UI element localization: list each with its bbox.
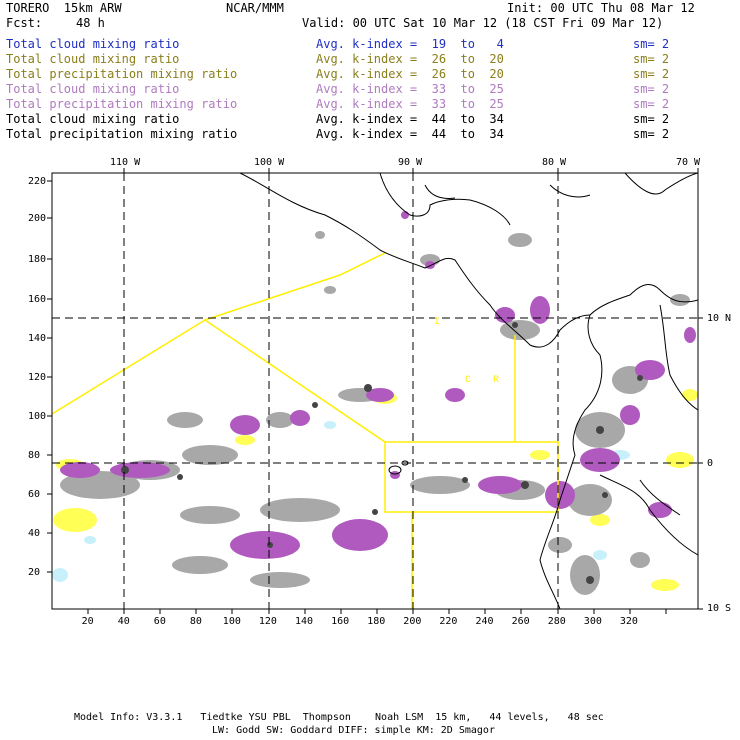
bottom-grid-label: 300	[583, 616, 602, 627]
legend-row: Total cloud mixing ratio Avg. k-index = 1…	[6, 37, 706, 52]
legend-smoothing: sm= 2	[633, 67, 670, 81]
legend-field: Total cloud mixing ratio	[6, 112, 180, 126]
legend-k-index: Avg. k-index = 33 to 25	[316, 82, 504, 96]
map-label-c: C	[465, 375, 471, 386]
grid-lines	[52, 173, 698, 609]
left-grid-label: 100	[28, 411, 47, 422]
top-lon-label: 70 W	[676, 157, 701, 168]
right-lat-label: 0	[707, 458, 714, 469]
legend-row: Total cloud mixing ratio Avg. k-index = 3…	[6, 82, 706, 97]
right-lat-label: 10 S	[707, 603, 732, 614]
legend-smoothing: sm= 2	[633, 127, 670, 141]
init-time: Init: 00 UTC Thu 08 Mar 12	[507, 1, 695, 15]
light-blue-patches	[52, 421, 630, 582]
bottom-grid-label: 260	[511, 616, 530, 627]
footer-line-1: Model Info: V3.3.1 Tiedtke YSU PBL Thomp…	[74, 712, 604, 723]
legend-row: Total precipitation mixing ratio Avg. k-i…	[6, 97, 706, 112]
model-name: TORERO 15km ARW	[6, 1, 122, 15]
left-grid-label: 200	[28, 213, 47, 224]
left-grid-label: 140	[28, 333, 47, 344]
legend-k-index: Avg. k-index = 44 to 34	[316, 112, 504, 126]
top-lon-label: 90 W	[398, 157, 423, 168]
bottom-grid-label: 320	[619, 616, 638, 627]
bottom-grid-label: 200	[403, 616, 422, 627]
left-grid-label: 160	[28, 294, 47, 305]
dark-cores	[121, 322, 643, 584]
legend-smoothing: sm= 2	[633, 97, 670, 111]
fcst-label: Fcst:	[6, 16, 43, 30]
map-frame	[51, 172, 699, 610]
left-grid-label: 40	[28, 528, 41, 539]
fcst-value: 48 h	[76, 16, 105, 30]
domain-boundaries	[52, 252, 559, 609]
legend-row: Total cloud mixing ratio Avg. k-index = 4…	[6, 112, 706, 127]
tick-marks	[47, 168, 703, 614]
legend-field: Total precipitation mixing ratio	[6, 127, 238, 141]
legend-row: Total cloud mixing ratio Avg. k-index = 2…	[6, 52, 706, 67]
legend-k-index: Avg. k-index = 26 to 20	[316, 52, 504, 66]
top-lon-label: 100 W	[254, 157, 285, 168]
coastlines	[239, 173, 698, 609]
legend-smoothing: sm= 2	[633, 82, 670, 96]
legend-k-index: Avg. k-index = 26 to 20	[316, 67, 504, 81]
map-label-r: R	[493, 375, 499, 386]
bottom-grid-label: 180	[367, 616, 386, 627]
left-grid-label: 80	[28, 450, 41, 461]
bottom-grid-label: 160	[331, 616, 350, 627]
right-lat-label: 10 N	[707, 313, 732, 324]
valid-time: Valid: 00 UTC Sat 10 Mar 12 (18 CST Fri …	[302, 16, 664, 30]
left-grid-label: 20	[28, 567, 41, 578]
bottom-grid-label: 80	[189, 616, 202, 627]
legend-k-index: Avg. k-index = 44 to 34	[316, 127, 504, 141]
bottom-grid-label: 100	[222, 616, 241, 627]
map-label-i: I	[434, 317, 440, 328]
top-lon-label: 80 W	[542, 157, 567, 168]
bottom-grid-label: 220	[439, 616, 458, 627]
legend-k-index: Avg. k-index = 19 to 4	[316, 37, 504, 51]
left-grid-label: 120	[28, 372, 47, 383]
left-grid-label: 220	[28, 176, 47, 187]
bottom-grid-label: 120	[258, 616, 277, 627]
legend-field: Total precipitation mixing ratio	[6, 97, 238, 111]
bottom-grid-label: 40	[117, 616, 130, 627]
legend-k-index: Avg. k-index = 33 to 25	[316, 97, 504, 111]
bottom-grid-label: 60	[153, 616, 166, 627]
bottom-grid-label: 240	[475, 616, 494, 627]
legend-field: Total precipitation mixing ratio	[6, 67, 238, 81]
left-grid-label: 180	[28, 254, 47, 265]
legend-row: Total precipitation mixing ratio Avg. k-i…	[6, 127, 706, 142]
footer-line-2: LW: Godd SW: Goddard DIFF: simple KM: 2D…	[212, 725, 495, 736]
legend-smoothing: sm= 2	[633, 112, 670, 126]
bottom-grid-label: 140	[295, 616, 314, 627]
org-name: NCAR/MMM	[226, 1, 284, 15]
legend-smoothing: sm= 2	[633, 52, 670, 66]
legend-smoothing: sm= 2	[633, 37, 670, 51]
legend-field: Total cloud mixing ratio	[6, 37, 180, 51]
legend-row: Total precipitation mixing ratio Avg. k-i…	[6, 67, 706, 82]
bottom-grid-label: 20	[81, 616, 94, 627]
legend-field: Total cloud mixing ratio	[6, 52, 180, 66]
legend-field: Total cloud mixing ratio	[6, 82, 180, 96]
top-lon-label: 110 W	[110, 157, 141, 168]
bottom-grid-label: 280	[547, 616, 566, 627]
left-grid-label: 60	[28, 489, 41, 500]
